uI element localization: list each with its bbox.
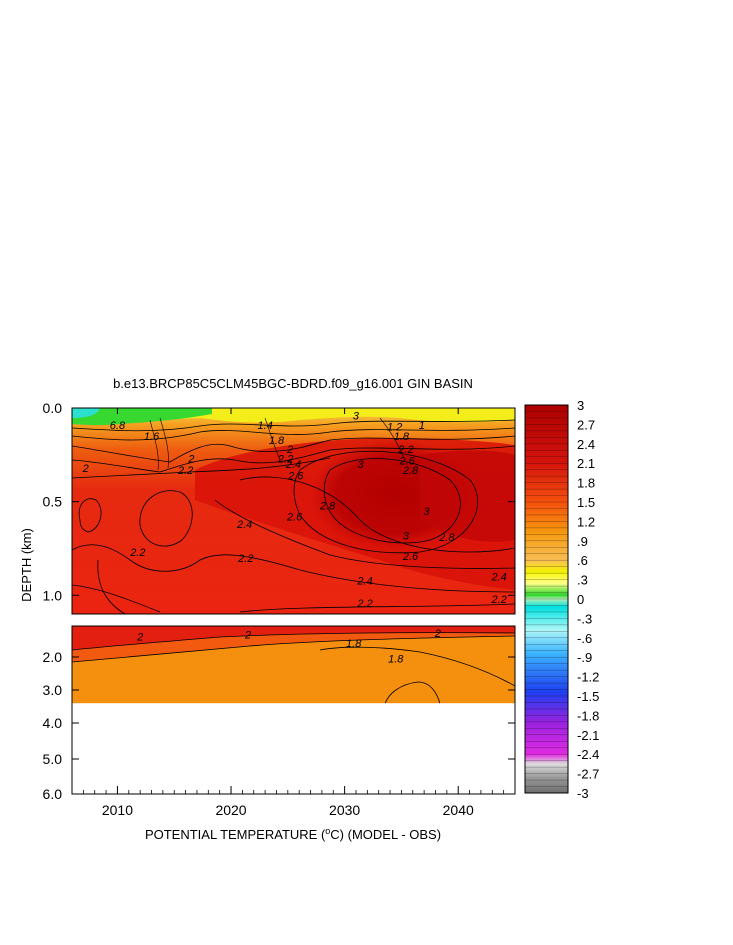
contour-label: 1.6 [144,431,160,443]
contour-label: 2.6 [398,455,415,467]
colorbar-label: 2.1 [577,456,595,471]
contour-label: 2.8 [438,532,455,544]
upper-panel-field [72,408,515,614]
upper-steep-contours [149,417,405,471]
contour-label: 6.8 [110,420,126,432]
x-axis-ticks: 2010 2020 2030 2040 [82,408,516,818]
lower-contours [72,632,515,704]
upper-surface-cyan [72,408,100,418]
contour-label: 1.8 [269,435,285,447]
colorbar-label: -.6 [577,631,592,646]
colorbar-label: -2.4 [577,747,599,762]
y-tick-label: 0.0 [43,400,63,416]
contour-label: 2 [434,628,441,640]
contour-label: 2.8 [319,500,336,512]
lower-band-top [72,626,515,650]
y-tick-label: 0.5 [43,494,63,510]
colorbar-labels: 3 2.7 2.4 2.1 1.8 1.5 1.2 .9 .6 .3 0 -.3 -.6 -.9 -1.2 -… [577,398,599,801]
y-tick-label: 3.0 [43,682,63,698]
colorbar-label: .9 [577,534,588,549]
contour-label: 2.2 [490,594,506,606]
contour-label: 2 [82,463,89,475]
contour-label: 2 [286,444,293,456]
contour-label: 2 [187,454,194,466]
colorbar-label: -.9 [577,650,592,665]
colorbar-label: 0 [577,592,584,607]
colorbar-label: 1.2 [577,514,595,529]
colorbar-label: 1.8 [577,476,595,491]
colorbar-frame [524,404,569,794]
contour-label: 3 [357,459,364,471]
y-tick-label: 6.0 [43,786,63,802]
colorbar-label: -1.2 [577,670,599,685]
contour-label: 1.8 [346,638,362,650]
lower-panel-frame [71,625,516,795]
contour-label: 1 [419,420,425,432]
contour-label: 2.6 [287,470,304,482]
upper-surface-green [72,408,212,426]
colorbar-label: -.3 [577,611,592,626]
contour-label: 2.4 [490,572,506,584]
contour-label: 2.8 [402,465,419,477]
contour-label: 2 [136,631,143,643]
colorbar-label: 1.5 [577,495,595,510]
contour-label: 3 [423,506,430,518]
contour-label: 3 [403,530,410,542]
chart-title: b.e13.BRCP85C5CLM45BGC-BDRD.f09_g16.001 … [113,376,473,391]
x-tick-label: 2040 [443,802,474,818]
contour-label: 1.4 [257,420,272,432]
contour-label: 2.2 [129,547,145,559]
lower-panel-field [72,626,515,704]
colorbar-label: .6 [577,553,588,568]
contour-label: 3 [353,410,360,422]
y-tick-label: 5.0 [43,751,63,767]
contour-label: 2.4 [236,519,252,531]
contour-label: 1.8 [394,431,410,443]
colorbar-label: .3 [577,573,588,588]
x-axis-title: POTENTIAL TEMPERATURE (oC) (MODEL - OBS) [145,826,441,842]
contour-label: 2.2 [177,465,193,477]
x-tick-label: 2030 [329,802,360,818]
colorbar-level-lines [525,411,568,787]
y-tick-label: 4.0 [43,715,63,731]
colorbar-label: 3 [577,398,584,413]
colorbar-label: -2.1 [577,728,599,743]
colorbar-label: -1.8 [577,708,599,723]
contour-label: 2.4 [356,575,372,587]
x-tick-label: 2010 [102,802,133,818]
contour-label: 2.2 [356,598,372,610]
contour-label: 2 [244,630,251,642]
contour-label: 2.6 [286,512,303,524]
contour-label: 1.2 [387,422,402,434]
lower-panel-empty [72,703,515,794]
upper-warm-east [420,450,515,542]
y-axis-ticks: 0.0 0.5 1.0 2.0 3.0 4.0 5.0 6.0 [43,400,515,802]
colorbar-label: 2.7 [577,417,595,432]
contour-label: 1.8 [388,654,404,666]
colorbar-label: -1.5 [577,689,599,704]
lower-band-mid [72,632,515,662]
y-tick-label: 1.0 [43,587,63,603]
contour-label: 2.4 [285,459,301,471]
upper-panel-frame [71,407,516,615]
x-tick-label: 2020 [215,802,246,818]
contour-label: 2.2 [237,553,253,565]
contour-label: 2.2 [397,444,413,456]
colorbar-label: 2.4 [577,437,595,452]
colorbar-label: -3 [577,786,589,801]
upper-contours [72,419,515,614]
y-tick-label: 2.0 [43,649,63,665]
y-axis-title: DEPTH (km) [19,528,34,602]
contour-labels: 6.81.622.221.41.822.22.42.6332.82.62.42.… [82,410,507,665]
contour-label: 2.2 [277,454,293,466]
colorbar-label: -2.7 [577,767,599,782]
contour-label: 2.6 [402,551,419,563]
